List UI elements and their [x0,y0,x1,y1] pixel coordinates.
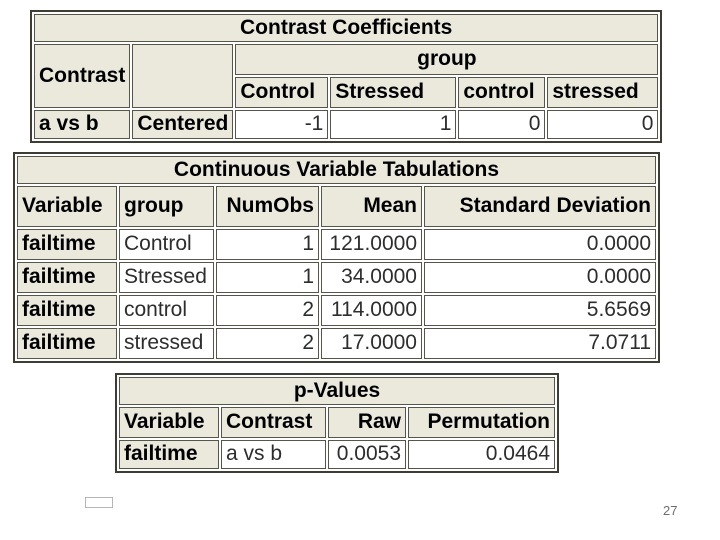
column-header-variable: Variable [119,406,219,438]
mean-cell: 17.0000 [321,327,422,359]
variable-cell: failtime [17,327,117,359]
coefficient-value: 0 [547,109,659,139]
stddev-cell: 7.0711 [424,327,656,359]
permutation-pvalue-cell: 0.0464 [408,439,555,469]
tabulations-table-title: Continuous Variable Tabulations [17,156,656,184]
column-header-raw: Raw [328,406,406,438]
variable-cell: failtime [17,228,117,260]
table-row: a vs b Centered -1 1 0 0 [34,109,659,139]
column-header-contrast: Contrast [221,406,326,438]
contrast-cell: a vs b [221,439,326,469]
mean-cell: 121.0000 [321,228,422,260]
continuous-variable-tabulations-table: Continuous Variable Tabulations Variable… [13,152,660,363]
column-header-group: group [119,185,214,227]
coefficient-value: -1 [235,109,329,139]
column-header-variable: Variable [17,185,117,227]
table-row: failtime Control 1 121.0000 0.0000 [17,228,656,260]
coefficient-value: 0 [458,109,546,139]
stddev-cell: 0.0000 [424,261,656,293]
mean-cell: 114.0000 [321,294,422,326]
variable-cell: failtime [17,294,117,326]
raw-pvalue-cell: 0.0053 [328,439,406,469]
group-level-header: stressed [547,76,659,108]
table-row: failtime Stressed 1 34.0000 0.0000 [17,261,656,293]
mean-cell: 34.0000 [321,261,422,293]
group-cell: control [119,294,214,326]
contrast-blank-header [132,43,234,108]
contrast-row-label: a vs b [34,109,131,139]
table-row: failtime a vs b 0.0053 0.0464 [119,439,555,469]
group-spanning-header: group [235,43,659,75]
pvalues-table-title: p-Values [119,377,555,405]
footer-placeholder-box [85,497,113,508]
stddev-cell: 5.6569 [424,294,656,326]
contrast-table-title: Contrast Coefficients [34,14,659,42]
column-header-stddev: Standard Deviation [424,185,656,227]
variable-cell: failtime [119,439,219,469]
group-cell: Control [119,228,214,260]
numobs-cell: 1 [216,228,319,260]
column-header-mean: Mean [321,185,422,227]
table-row: failtime stressed 2 17.0000 7.0711 [17,327,656,359]
group-cell: Stressed [119,261,214,293]
column-header-numobs: NumObs [216,185,319,227]
table-row: failtime control 2 114.0000 5.6569 [17,294,656,326]
numobs-cell: 1 [216,261,319,293]
slide-number: 27 [663,503,678,518]
stddev-cell: 0.0000 [424,228,656,260]
variable-cell: failtime [17,261,117,293]
p-values-table: p-Values Variable Contrast Raw Permutati… [115,373,559,473]
group-level-header: control [458,76,546,108]
contrast-coefficients-table: Contrast Coefficients Contrast group Con… [30,10,663,143]
contrast-corner-header: Contrast [34,43,131,108]
column-header-permutation: Permutation [408,406,555,438]
group-level-header: Stressed [330,76,457,108]
numobs-cell: 2 [216,294,319,326]
group-level-header: Control [235,76,329,108]
group-cell: stressed [119,327,214,359]
contrast-row-type: Centered [132,109,234,139]
numobs-cell: 2 [216,327,319,359]
coefficient-value: 1 [330,109,457,139]
